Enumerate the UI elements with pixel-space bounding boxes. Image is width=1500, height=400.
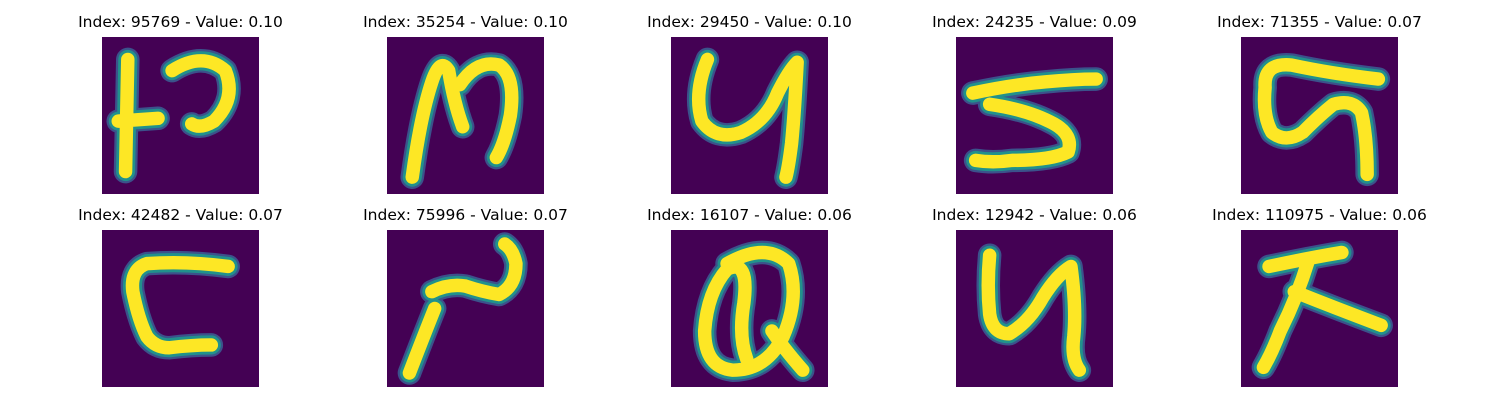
- handwritten-glyph-image: [102, 230, 259, 387]
- panel-title: Index: 42482 - Value: 0.07: [78, 206, 283, 224]
- panel-6: Index: 42482 - Value: 0.07: [38, 205, 323, 395]
- panel-5: Index: 71355 - Value: 0.07: [1177, 12, 1462, 202]
- handwritten-glyph-image: [1241, 230, 1398, 387]
- panel-title: Index: 35254 - Value: 0.10: [363, 13, 568, 31]
- panel-8: Index: 16107 - Value: 0.06: [607, 205, 892, 395]
- panel-title: Index: 75996 - Value: 0.07: [363, 206, 568, 224]
- panel-title: Index: 95769 - Value: 0.10: [78, 13, 283, 31]
- handwritten-glyph-image: [387, 37, 544, 194]
- panel-title: Index: 110975 - Value: 0.06: [1212, 206, 1427, 224]
- panel-title: Index: 24235 - Value: 0.09: [932, 13, 1137, 31]
- handwritten-glyph-image: [956, 37, 1113, 194]
- panel-title: Index: 29450 - Value: 0.10: [647, 13, 852, 31]
- panel-3: Index: 29450 - Value: 0.10: [607, 12, 892, 202]
- panel-title: Index: 12942 - Value: 0.06: [932, 206, 1137, 224]
- panel-4: Index: 24235 - Value: 0.09: [892, 12, 1177, 202]
- handwritten-glyph-image: [102, 37, 259, 194]
- panel-title: Index: 16107 - Value: 0.06: [647, 206, 852, 224]
- handwritten-glyph-image: [671, 230, 828, 387]
- panel-10: Index: 110975 - Value: 0.06: [1177, 205, 1462, 395]
- panel-2: Index: 35254 - Value: 0.10: [323, 12, 608, 202]
- handwritten-glyph-image: [387, 230, 544, 387]
- handwritten-glyph-image: [671, 37, 828, 194]
- panel-title: Index: 71355 - Value: 0.07: [1217, 13, 1422, 31]
- panel-7: Index: 75996 - Value: 0.07: [323, 205, 608, 395]
- handwritten-glyph-image: [956, 230, 1113, 387]
- panel-1: Index: 95769 - Value: 0.10: [38, 12, 323, 202]
- panel-9: Index: 12942 - Value: 0.06: [892, 205, 1177, 395]
- handwritten-glyph-image: [1241, 37, 1398, 194]
